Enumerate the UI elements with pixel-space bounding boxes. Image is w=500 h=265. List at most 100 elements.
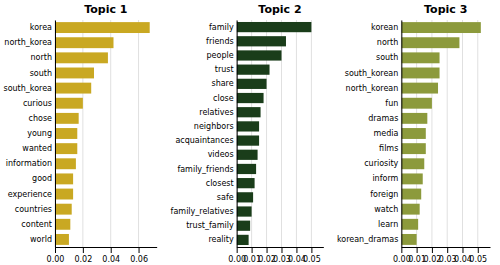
tick-mark	[252, 247, 253, 253]
tick-label: korea	[30, 23, 52, 32]
bar	[55, 204, 72, 215]
title: Topic 1	[84, 3, 127, 16]
tick-label: films	[379, 144, 398, 153]
tick-label: fun	[385, 99, 398, 108]
bar	[237, 121, 259, 131]
tick-label: media	[373, 129, 398, 138]
tick: north	[31, 53, 52, 62]
plot-area: 0.000.010.020.030.040.05koreannorthsouth…	[337, 20, 491, 264]
tick-mark	[111, 247, 112, 253]
tick: reality	[208, 235, 234, 244]
bar	[237, 22, 312, 32]
bar	[401, 128, 425, 139]
tick-label: relatives	[199, 108, 233, 117]
bar	[237, 192, 253, 202]
tick-mark	[447, 247, 448, 253]
bar	[401, 37, 459, 48]
grid-line	[401, 20, 402, 247]
tick-mark	[267, 247, 268, 253]
tick: learn	[378, 220, 398, 229]
tick: acquaintances	[175, 136, 233, 145]
tick-label: family_relatives	[171, 207, 234, 216]
bar	[237, 65, 270, 75]
plot-area: 0.000.020.040.06koreanorth_koreanorthsou…	[3, 20, 157, 264]
tick: 0.05	[303, 247, 321, 264]
tick-label: reality	[208, 235, 234, 244]
tick-label: family_friends	[177, 165, 233, 174]
x-axis: 0.000.020.040.06	[47, 247, 158, 264]
tick: family_relatives	[171, 207, 234, 216]
tick-label: watch	[374, 205, 398, 214]
bar	[55, 143, 77, 154]
panel: 0.000.010.020.030.040.05koreannorthsouth…	[337, 3, 491, 264]
grid-line	[110, 20, 111, 247]
tick-label: korean	[371, 23, 398, 32]
tick-label: friends	[206, 37, 234, 46]
axis-line	[237, 247, 324, 248]
tick: 0.02	[74, 247, 92, 264]
tick-label: countries	[15, 205, 52, 214]
tick-mark	[281, 247, 282, 253]
tick-label: information	[6, 159, 52, 168]
bar	[55, 173, 73, 184]
tick-mark	[432, 247, 433, 253]
grid-line	[296, 20, 297, 247]
tick: countries	[15, 205, 52, 214]
tick-label: inform	[372, 174, 398, 183]
grid	[401, 20, 477, 247]
tick-label: curiosity	[364, 159, 398, 168]
panel: 0.000.020.040.06koreanorth_koreanorthsou…	[3, 3, 157, 264]
tick-label: young	[27, 129, 52, 138]
bar	[237, 150, 258, 160]
plot-area: 0.000.010.020.030.040.05familyfriendspeo…	[171, 20, 324, 264]
tick: 0.00	[47, 247, 65, 264]
tick-label: 0.00	[47, 255, 65, 264]
bars	[401, 22, 480, 245]
grid	[237, 20, 312, 247]
panel: 0.000.010.020.030.040.05familyfriendspeo…	[171, 3, 324, 264]
tick: family_friends	[177, 165, 233, 174]
grid	[55, 20, 139, 247]
bar	[401, 113, 427, 124]
tick: share	[211, 79, 233, 88]
tick-label: 0.06	[130, 255, 148, 264]
bar	[237, 79, 267, 89]
title: Topic 2	[258, 3, 301, 16]
tick-label: korean_dramas	[337, 235, 398, 244]
bar	[237, 221, 250, 231]
tick: world	[30, 235, 52, 244]
tick: north_korean	[346, 84, 399, 93]
tick: south	[376, 53, 398, 62]
grid-line	[447, 20, 448, 247]
tick: information	[6, 159, 52, 168]
tick-label: neighbors	[194, 122, 234, 131]
tick: family	[209, 23, 234, 32]
bar	[401, 22, 480, 33]
tick: films	[379, 144, 398, 153]
bar	[55, 68, 94, 79]
tick-label: close	[213, 94, 234, 103]
tick: content	[21, 220, 52, 229]
tick-mark	[478, 247, 479, 253]
tick-label: 0.05	[303, 255, 321, 264]
tick: experience	[8, 190, 52, 199]
tick: north_korea	[4, 38, 52, 47]
tick-mark	[311, 247, 312, 253]
tick-label: north_korean	[346, 84, 399, 93]
tick-label: 0.02	[74, 255, 92, 264]
chart: 0.000.020.040.06koreanorth_koreanorthsou…	[0, 0, 500, 265]
tick: neighbors	[194, 122, 234, 131]
bar	[237, 178, 255, 188]
axis-line	[401, 21, 402, 248]
tick: south	[30, 69, 52, 78]
bar	[55, 113, 79, 124]
bar	[401, 68, 439, 79]
tick: fun	[385, 99, 398, 108]
tick-mark	[55, 247, 56, 253]
axis-line	[237, 21, 238, 248]
tick: curious	[23, 99, 52, 108]
tick: trust_family	[186, 221, 234, 230]
grid-line	[311, 20, 312, 247]
tick: foreign	[370, 190, 398, 199]
tick-mark	[296, 247, 297, 253]
